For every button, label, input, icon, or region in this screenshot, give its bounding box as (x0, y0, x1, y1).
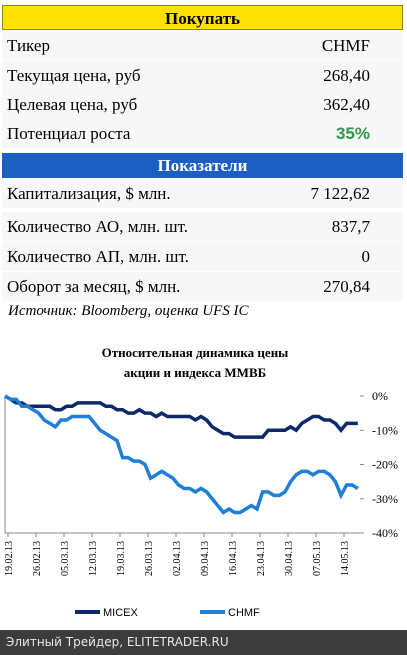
table-row: Целевая цена, руб 362,40 (2, 90, 403, 120)
x-tick-label: 26.02.13 (32, 541, 43, 576)
table-row: Количество АП, млн. шт. 0 (2, 242, 403, 272)
series-line (4, 394, 358, 439)
row-label: Количество АО, млн. шт. (7, 217, 189, 236)
table-row: Текущая цена, руб 268,40 (2, 61, 403, 91)
row-value: 837,7 (331, 217, 370, 236)
row-label: Оборот за месяц, $ млн. (7, 277, 181, 296)
x-tick-label: 02.04.13 (172, 541, 183, 576)
x-tick-label: 19.03.13 (116, 541, 127, 576)
row-value: 362,40 (323, 95, 370, 114)
x-tick-label: 23.04.13 (256, 541, 267, 576)
row-value: CHMF (321, 36, 370, 55)
row-label: Количество АП, млн. шт. (7, 247, 189, 266)
legend-label: CHMF (228, 607, 260, 619)
y-tick-label: -40% (372, 526, 398, 540)
chart-title: акции и индекса ММВБ (124, 365, 266, 380)
x-tick-label: 16.04.13 (228, 541, 239, 576)
y-tick-label: 0% (372, 389, 388, 403)
row-label: Целевая цена, руб (7, 95, 138, 114)
x-tick-label: 14.05.13 (340, 541, 351, 576)
row-value: 268,40 (323, 66, 370, 85)
table-row: Потенциал роста 35% (2, 119, 403, 149)
x-tick-label: 30.04.13 (284, 541, 295, 576)
table-row: Тикер CHMF (2, 31, 403, 61)
x-tick-label: 12.03.13 (88, 541, 99, 576)
x-tick-label: 07.05.13 (312, 541, 323, 576)
table-row: Капитализация, $ млн. 7 122,62 (2, 179, 403, 209)
row-label: Текущая цена, руб (7, 66, 141, 85)
row-label: Капитализация, $ млн. (7, 184, 171, 203)
buy-header: Покупать (2, 5, 403, 30)
row-value: 0 (361, 247, 371, 266)
y-tick-label: -30% (372, 492, 398, 506)
row-value: 270,84 (323, 277, 370, 296)
x-tick-label: 05.03.13 (60, 541, 71, 576)
row-label: Потенциал роста (7, 124, 131, 143)
y-tick-label: -10% (372, 423, 398, 437)
row-value: 7 122,62 (310, 184, 371, 203)
row-value: 35% (335, 124, 370, 143)
x-tick-label: 09.04.13 (200, 541, 211, 576)
series-line (4, 394, 359, 515)
source: Источник: Bloomberg, оценка UFS IC (8, 303, 249, 319)
legend-label: MICEX (103, 607, 139, 619)
chart: Относительная динамика цены акции и инде… (4, 345, 398, 619)
row-label: Тикер (7, 36, 50, 55)
footer: Элитный Трейдер, ELITETRADER.RU (0, 630, 407, 655)
chart-title: Относительная динамика цены (102, 345, 289, 360)
x-tick-label: 26.03.13 (144, 541, 155, 576)
x-tick-label: 19.02.13 (4, 541, 15, 576)
table-row: Количество АО, млн. шт. 837,7 (2, 212, 403, 242)
indicators-header: Показатели (2, 153, 403, 178)
y-tick-label: -20% (372, 458, 398, 472)
table-row: Оборот за месяц, $ млн. 270,84 (2, 272, 403, 302)
